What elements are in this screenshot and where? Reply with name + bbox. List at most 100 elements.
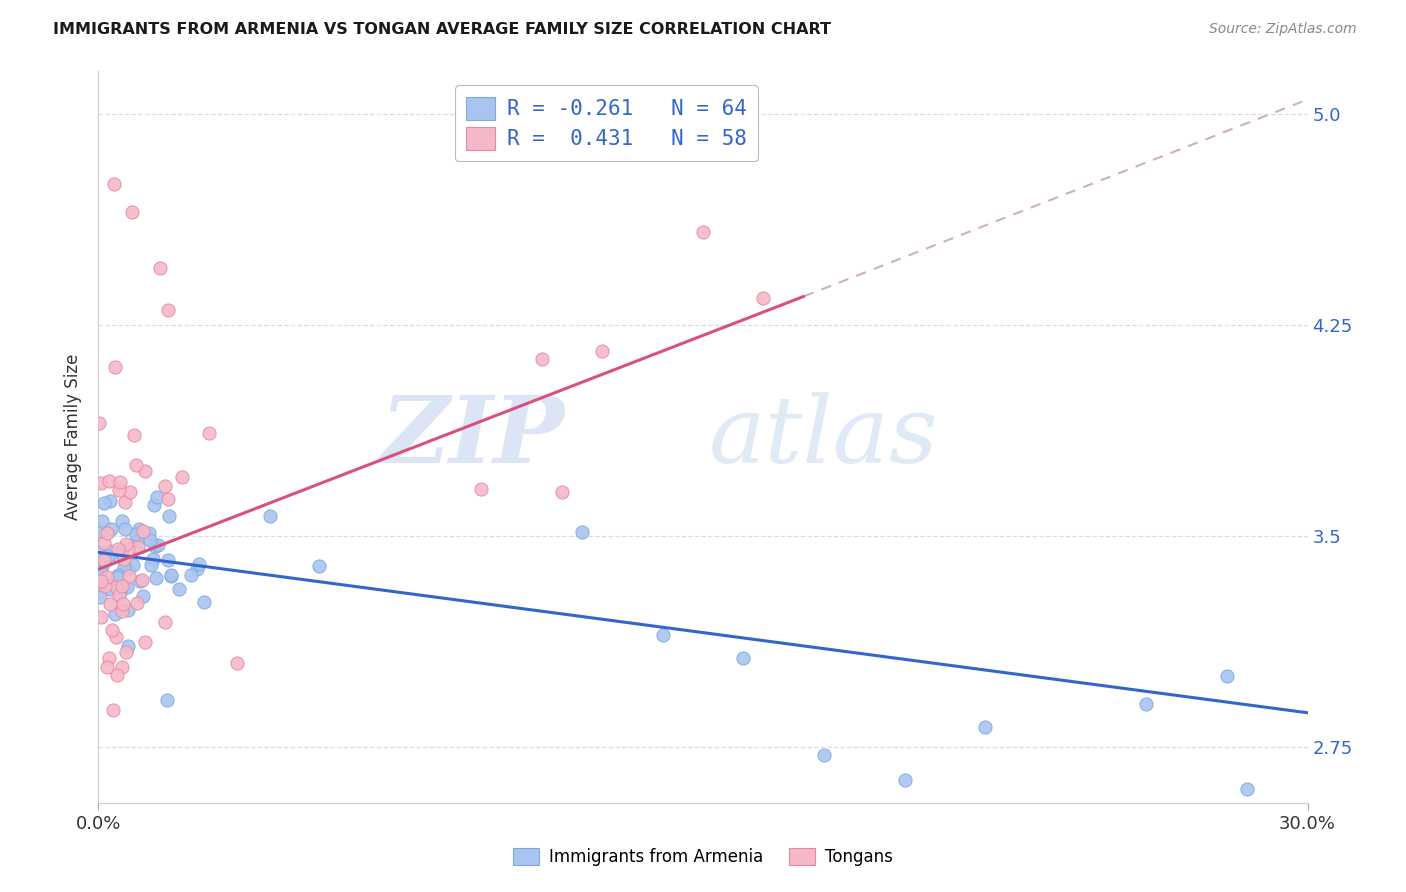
Point (104, 607, 127, 621)
Point (591, 343, 613, 358)
Point (149, 261, 172, 276)
Point (105, 667, 128, 681)
Point (96, 570, 118, 584)
Point (132, 524, 155, 538)
Point (105, 581, 128, 595)
Point (111, 514, 134, 528)
Point (172, 469, 194, 483)
Point (198, 426, 221, 441)
Point (139, 533, 162, 547)
Point (156, 693, 179, 707)
Point (112, 552, 135, 566)
Point (90, 558, 112, 573)
Point (90, 476, 112, 491)
Point (117, 580, 139, 594)
Point (1216, 669, 1239, 683)
Point (571, 525, 593, 540)
Point (107, 483, 129, 498)
Point (117, 568, 139, 582)
Point (87, 416, 110, 430)
Point (103, 177, 125, 191)
Point (101, 703, 124, 717)
Text: ZIP: ZIP (380, 392, 564, 482)
Point (186, 562, 208, 576)
Text: IMMIGRANTS FROM ARMENIA VS TONGAN AVERAGE FAMILY SIZE CORRELATION CHART: IMMIGRANTS FROM ARMENIA VS TONGAN AVERAG… (53, 22, 831, 37)
Point (121, 205, 143, 219)
Point (108, 585, 131, 599)
Point (142, 498, 165, 512)
Point (114, 644, 136, 658)
Point (188, 558, 211, 572)
Point (90, 574, 112, 588)
Point (167, 582, 190, 596)
Point (125, 458, 148, 472)
Point (470, 482, 492, 496)
Point (259, 509, 281, 524)
Point (308, 559, 330, 574)
Point (117, 603, 139, 617)
Point (111, 542, 134, 557)
Point (93, 535, 115, 549)
Point (651, 627, 673, 641)
Point (117, 639, 139, 653)
Point (94, 578, 117, 592)
Point (112, 560, 135, 574)
Point (105, 570, 128, 584)
Point (117, 562, 139, 576)
Point (89, 591, 111, 605)
Point (134, 464, 156, 478)
Point (125, 596, 148, 610)
Point (111, 579, 134, 593)
Point (131, 573, 153, 587)
Point (156, 552, 179, 566)
Point (530, 351, 553, 366)
Point (142, 551, 165, 566)
Point (107, 567, 129, 582)
Y-axis label: Average Family Size: Average Family Size (65, 354, 83, 520)
Point (156, 492, 179, 507)
Point (111, 660, 134, 674)
Point (107, 542, 129, 557)
Point (120, 485, 142, 500)
Point (112, 598, 135, 612)
Point (115, 536, 138, 550)
Point (111, 604, 134, 618)
Point (141, 558, 163, 572)
Point (98, 582, 121, 597)
Point (89, 524, 111, 538)
Point (157, 509, 180, 524)
Point (96, 660, 118, 674)
Point (110, 545, 132, 559)
Point (110, 475, 132, 490)
Point (89, 565, 111, 579)
Point (551, 485, 574, 500)
Point (143, 539, 166, 553)
Point (127, 534, 149, 549)
Point (159, 569, 181, 583)
Point (104, 359, 127, 374)
Point (94, 578, 117, 592)
Point (226, 657, 249, 671)
Point (108, 588, 131, 602)
Point (104, 630, 127, 644)
Point (146, 538, 169, 552)
Point (98, 597, 121, 611)
Point (125, 527, 148, 541)
Point (121, 558, 143, 572)
Point (97, 474, 120, 488)
Point (97, 549, 120, 563)
Point (100, 522, 122, 536)
Point (138, 525, 160, 540)
Point (101, 623, 124, 637)
Point (155, 479, 177, 493)
Point (117, 541, 139, 556)
Point (752, 291, 775, 305)
Text: atlas: atlas (709, 392, 939, 482)
Point (96, 525, 118, 540)
Point (105, 580, 128, 594)
Point (145, 571, 167, 585)
Point (105, 549, 128, 563)
Point (90, 610, 112, 624)
Point (93, 496, 115, 510)
Point (134, 635, 156, 649)
